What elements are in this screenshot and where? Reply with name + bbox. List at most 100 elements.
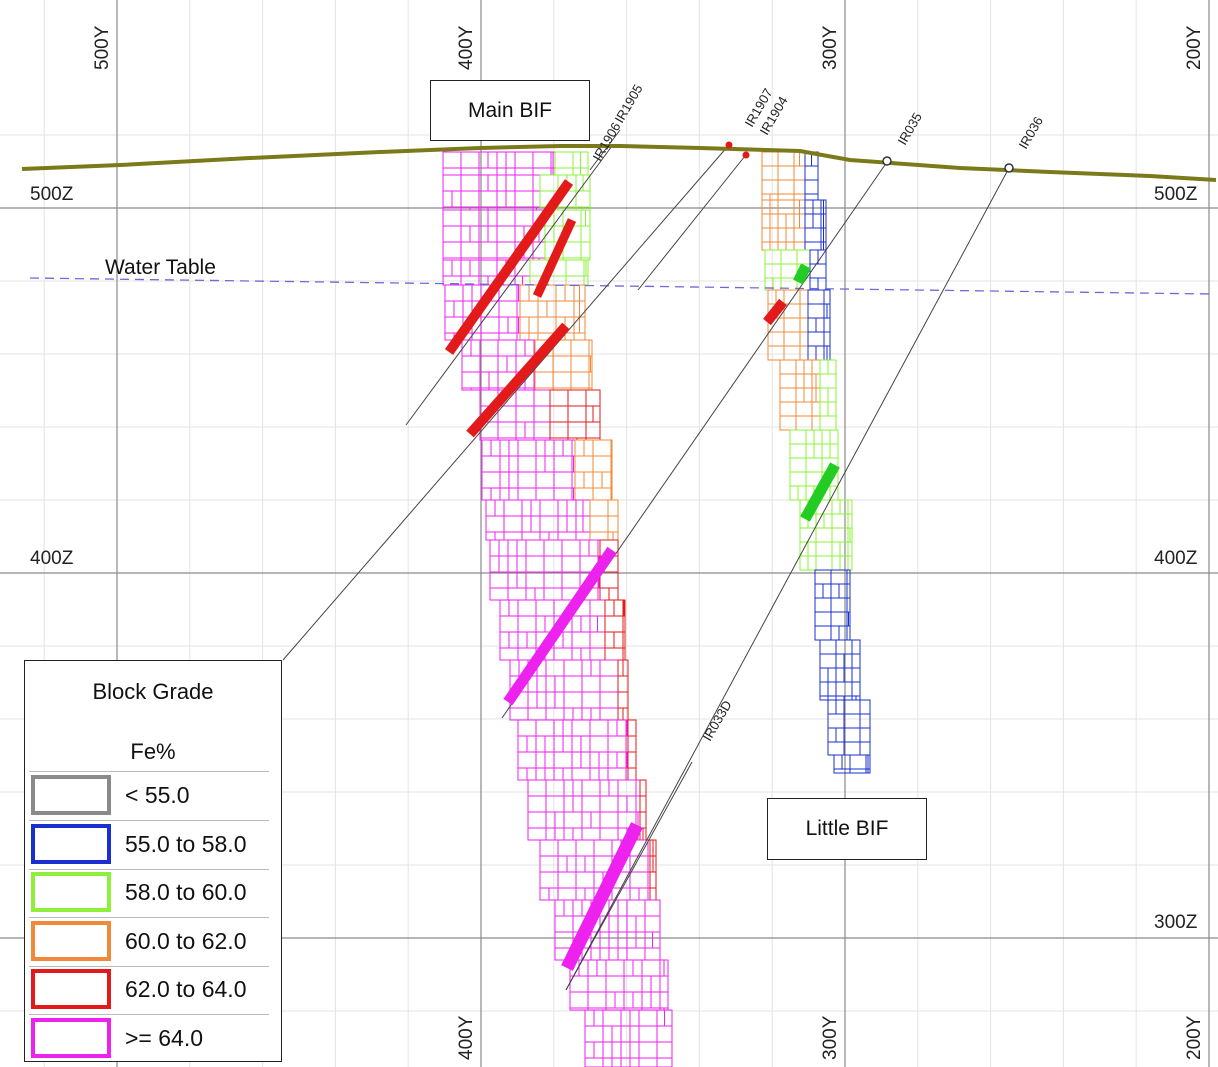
- block-cell: [617, 915, 628, 933]
- block-cell: [779, 359, 797, 375]
- block-cell: [761, 193, 771, 201]
- block-cell: [517, 599, 537, 617]
- block-cell: [497, 421, 517, 439]
- block-cell: [503, 515, 523, 533]
- block-cell: [617, 947, 628, 961]
- block-cell: [799, 303, 809, 319]
- block-cell: [526, 735, 537, 753]
- block-cell: [490, 487, 501, 501]
- block-cell: [571, 751, 582, 769]
- block-cell: [460, 167, 480, 176]
- block-cell: [471, 284, 482, 302]
- block-cell: [589, 499, 609, 517]
- block-cell: [516, 539, 527, 557]
- block-cell: [804, 199, 814, 215]
- block-cell: [779, 387, 797, 403]
- block-cell: [521, 499, 532, 517]
- block-cell: [819, 373, 837, 389]
- block-cell: [807, 331, 825, 347]
- block-cell: [519, 316, 530, 334]
- block-cell: [579, 284, 586, 302]
- block-cell: [601, 471, 612, 489]
- block-cell: [527, 827, 547, 841]
- block-cell: [761, 199, 771, 215]
- block-cell: [490, 439, 501, 457]
- block-cell: [557, 499, 568, 517]
- block-cell: [553, 471, 573, 489]
- block-cell: [635, 795, 641, 813]
- block-cell: [575, 839, 595, 857]
- block-cell: [505, 167, 516, 176]
- intercept-red: [444, 179, 574, 355]
- block-cell: [544, 439, 555, 457]
- block-cell: [574, 455, 594, 473]
- block-cell: [575, 190, 591, 208]
- block-cell: [545, 707, 565, 721]
- block-cell: [823, 289, 831, 305]
- block-cell: [620, 1041, 631, 1059]
- block-cell: [572, 167, 581, 176]
- block-cell: [498, 316, 509, 334]
- block-cell: [814, 611, 832, 627]
- block-cell: [851, 695, 857, 701]
- block-cell: [838, 625, 848, 641]
- block-cell: [799, 317, 809, 333]
- block-cell: [517, 751, 537, 769]
- block-cell: [580, 209, 586, 227]
- block-cell: [777, 241, 787, 251]
- block-cell: [498, 539, 509, 557]
- block-cell: [584, 1041, 595, 1059]
- block-cell: [581, 827, 601, 841]
- block-cell: [663, 959, 669, 977]
- block-cell: [505, 151, 516, 169]
- legend-item: 55.0 to 58.0: [29, 822, 273, 868]
- block-cell: [819, 695, 829, 701]
- block-cell: [827, 713, 845, 729]
- block-cell: [604, 647, 624, 661]
- block-cell: [562, 719, 573, 737]
- block-cell: [554, 827, 565, 841]
- legend-divider: [29, 820, 269, 821]
- block-cell: [823, 199, 827, 215]
- block-cell: [526, 767, 537, 781]
- block-cell: [831, 541, 841, 557]
- block-cell: [819, 359, 829, 375]
- block-cell: [527, 779, 547, 797]
- block-cell: [592, 405, 601, 423]
- block-cell: [772, 277, 782, 291]
- block-cell: [849, 754, 867, 770]
- legend-swatch: [31, 1017, 111, 1058]
- block-cell: [597, 615, 606, 633]
- legend-divider: [29, 917, 269, 918]
- block-cell: [827, 359, 837, 375]
- intercept-red: [532, 218, 577, 298]
- block-cell: [785, 213, 795, 229]
- block-cell: [534, 371, 554, 389]
- block-cell: [553, 455, 573, 473]
- block-cell: [589, 767, 600, 781]
- block-cell: [822, 583, 832, 599]
- block-cell: [614, 991, 625, 1009]
- northing-label-top: 300Y: [820, 25, 841, 70]
- block-cell: [780, 249, 798, 265]
- block-cell: [831, 555, 841, 571]
- block-cell: [783, 345, 801, 361]
- block-cell: [584, 1009, 595, 1027]
- northing-label-bottom: 200Y: [1184, 1015, 1205, 1060]
- block-cell: [799, 213, 806, 229]
- block-cell: [851, 653, 861, 669]
- legend-item: 62.0 to 64.0: [29, 967, 273, 1013]
- block-cell: [815, 387, 821, 403]
- block-cell: [588, 539, 599, 557]
- block-cell: [570, 371, 590, 389]
- block-cell: [487, 225, 498, 243]
- block-cell: [580, 151, 589, 169]
- trace-ir033d: [565, 761, 693, 991]
- block-cell: [607, 751, 618, 769]
- block-cell: [602, 1009, 622, 1027]
- block-cell: [517, 767, 528, 781]
- block-cell: [777, 199, 795, 215]
- block-cell: [632, 991, 643, 1009]
- block-cell: [555, 284, 566, 302]
- block-cell: [799, 289, 809, 305]
